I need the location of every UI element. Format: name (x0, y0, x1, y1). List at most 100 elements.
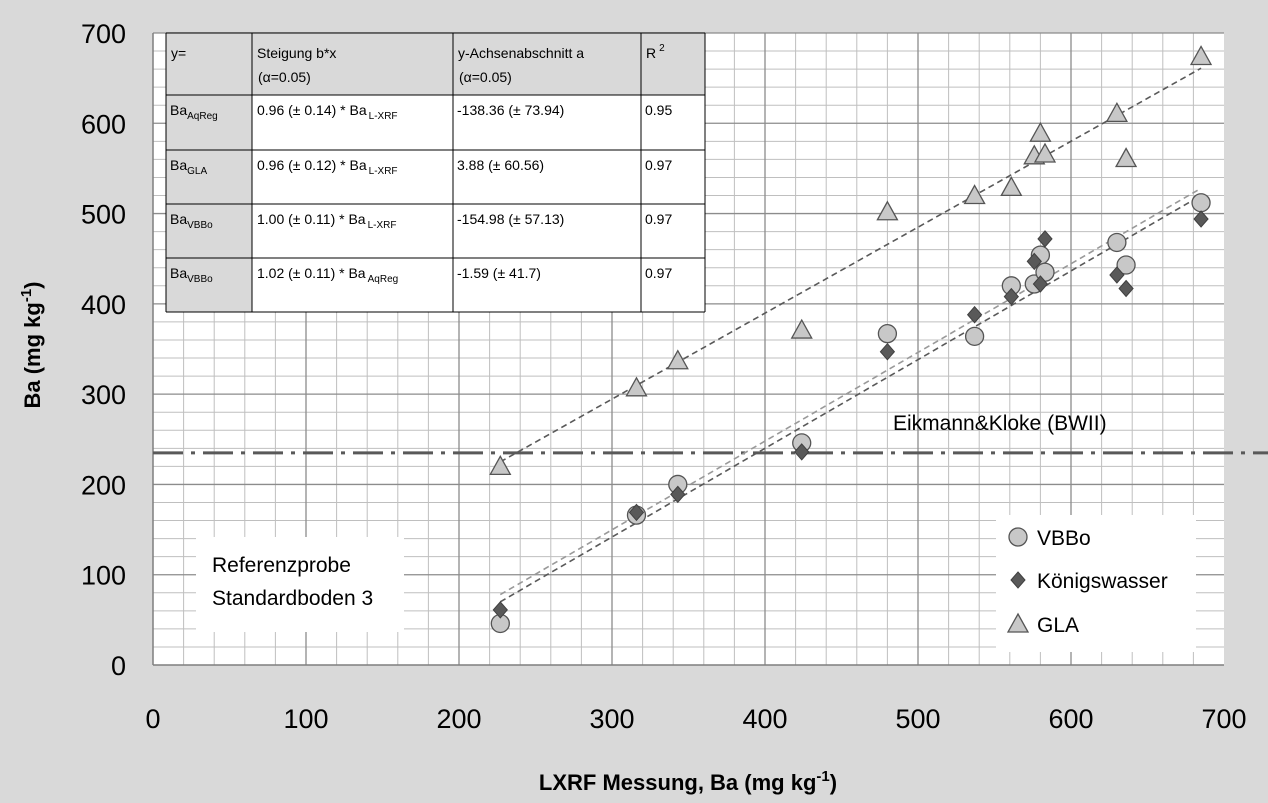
data-point-circle (1107, 232, 1127, 253)
trendline (499, 67, 1202, 463)
data-point-diamond (879, 342, 896, 361)
table-header-text: y-Achsenabschnitt a (458, 45, 584, 61)
data-point-circle (1191, 193, 1211, 213)
table-header-cell: Steigung b*x (257, 45, 336, 61)
x-tick-label: 0 (145, 704, 160, 734)
table-slope-text: 1.02 (± 0.11) * Ba (257, 265, 366, 281)
data-point-triangle (1114, 147, 1138, 168)
x-tick-label: 200 (436, 704, 481, 734)
table-slope-cell: 1.02 (± 0.11) * Ba AqReg (257, 265, 398, 285)
data-point-diamond (1118, 279, 1134, 298)
data-point-diamond (966, 305, 983, 324)
data-point-diamond (794, 443, 810, 461)
table-y-subscript: VBBo (187, 274, 213, 285)
data-point-diamond (1037, 230, 1053, 248)
y-tick-label: 700 (81, 19, 126, 49)
table-y-subscript: VBBo (187, 220, 213, 231)
y-axis-title-superscript: -1 (18, 289, 35, 302)
data-point-triangle (876, 200, 899, 221)
table-y-cell: BaAqReg (170, 102, 218, 122)
data-point-diamond (628, 503, 645, 522)
x-tick-label: 400 (742, 704, 787, 734)
legend-label: GLA (1037, 614, 1079, 637)
table-y-cell: BaVBBo (170, 211, 213, 231)
x-tick-label: 500 (895, 704, 940, 734)
y-tick-label: 100 (81, 561, 126, 591)
x-axis: 0 100 200 300 400 500 600 700 (145, 664, 1247, 734)
table-y-cell: BaGLA (170, 157, 207, 177)
x-axis-title-superscript: -1 (816, 768, 829, 785)
y-axis-title-text: Ba (mg kg (20, 302, 45, 408)
data-point-diamond (1193, 210, 1209, 228)
table-slope-cell: 1.00 (± 0.11) * Ba L-XRF (257, 211, 397, 231)
y-tick-label: 500 (81, 200, 126, 230)
data-point-triangle (666, 349, 689, 370)
table-intercept-cell: 3.88 (± 60.56) (457, 157, 544, 173)
data-point-triangle (790, 318, 813, 339)
trendline (499, 187, 1202, 596)
table-header-subtext: (α=0.05) (258, 69, 311, 85)
table-header-superscript: 2 (659, 43, 665, 54)
legend: VBBo Königswasser GLA (996, 515, 1196, 652)
x-tick-label: 300 (589, 704, 634, 734)
y-axis-title: Ba (mg kg-1) (18, 281, 45, 408)
table-intercept-cell: -1.59 (± 41.7) (457, 265, 541, 281)
data-points (489, 45, 1213, 634)
x-axis-title-text: LXRF Messung, Ba (mg kg (539, 770, 816, 795)
data-point-circle (877, 324, 898, 344)
table-slope-subscript: L-XRF (368, 220, 397, 231)
trendline (499, 194, 1202, 603)
note-line: Referenzprobe (212, 554, 351, 577)
legend-marker-diamond (1010, 571, 1026, 589)
reference-line-group: Eikmann&Kloke (BWII) (153, 412, 1268, 455)
table-header-cell: y= (171, 45, 186, 61)
table-r2-cell: 0.97 (645, 265, 672, 281)
legend-background (996, 515, 1196, 652)
table-r2-cell: 0.95 (645, 102, 672, 118)
data-point-diamond (1032, 275, 1049, 293)
data-point-triangle (1029, 121, 1052, 142)
data-point-triangle (963, 184, 986, 205)
trendlines (499, 67, 1202, 603)
table-r2-cell: 0.97 (645, 157, 672, 173)
x-tick-label: 100 (283, 704, 328, 734)
legend-label: VBBo (1037, 527, 1091, 550)
table-header-text: R (646, 45, 656, 61)
table-y-main: Ba (170, 102, 187, 118)
table-slope-subscript: AqReg (368, 274, 399, 285)
table-slope-text: 1.00 (± 0.11) * Ba (257, 211, 366, 227)
legend-marker-triangle (1006, 612, 1030, 633)
note-line: Standardboden 3 (212, 587, 373, 610)
data-point-diamond (1003, 287, 1019, 306)
data-point-triangle (1189, 45, 1213, 66)
y-tick-label: 600 (81, 109, 126, 139)
table-y-subscript: GLA (187, 166, 207, 177)
legend-label: Königswasser (1037, 570, 1168, 593)
table-slope-cell: 0.96 (± 0.14) * Ba L-XRF (257, 102, 398, 122)
table-y-main: Ba (170, 265, 187, 281)
table-header-subtext: (α=0.05) (459, 69, 512, 85)
table-slope-subscript: L-XRF (369, 166, 398, 177)
x-axis-title: LXRF Messung, Ba (mg kg-1) (539, 768, 837, 795)
table-slope-cell: 0.96 (± 0.12) * Ba L-XRF (257, 157, 398, 177)
table-slope-subscript: L-XRF (369, 111, 398, 122)
data-point-circle (964, 326, 985, 347)
table-intercept-cell: -154.98 (± 57.13) (457, 211, 564, 227)
y-tick-label: 0 (111, 651, 126, 681)
reference-line-label: Eikmann&Kloke (BWII) (893, 412, 1107, 435)
data-point-circle (1116, 255, 1136, 275)
x-tick-label: 600 (1048, 704, 1093, 734)
table-y-subscript: AqReg (187, 111, 218, 122)
data-point-triangle (1033, 142, 1057, 163)
table-header-text: y= (171, 45, 186, 61)
y-tick-label: 300 (81, 380, 126, 410)
table-slope-text: 0.96 (± 0.14) * Ba (257, 102, 367, 118)
data-point-triangle (489, 455, 512, 476)
table-y-main: Ba (170, 157, 187, 173)
data-point-diamond (1026, 252, 1042, 271)
table-header-text: Steigung b*x (257, 45, 336, 61)
table-slope-text: 0.96 (± 0.12) * Ba (257, 157, 367, 173)
